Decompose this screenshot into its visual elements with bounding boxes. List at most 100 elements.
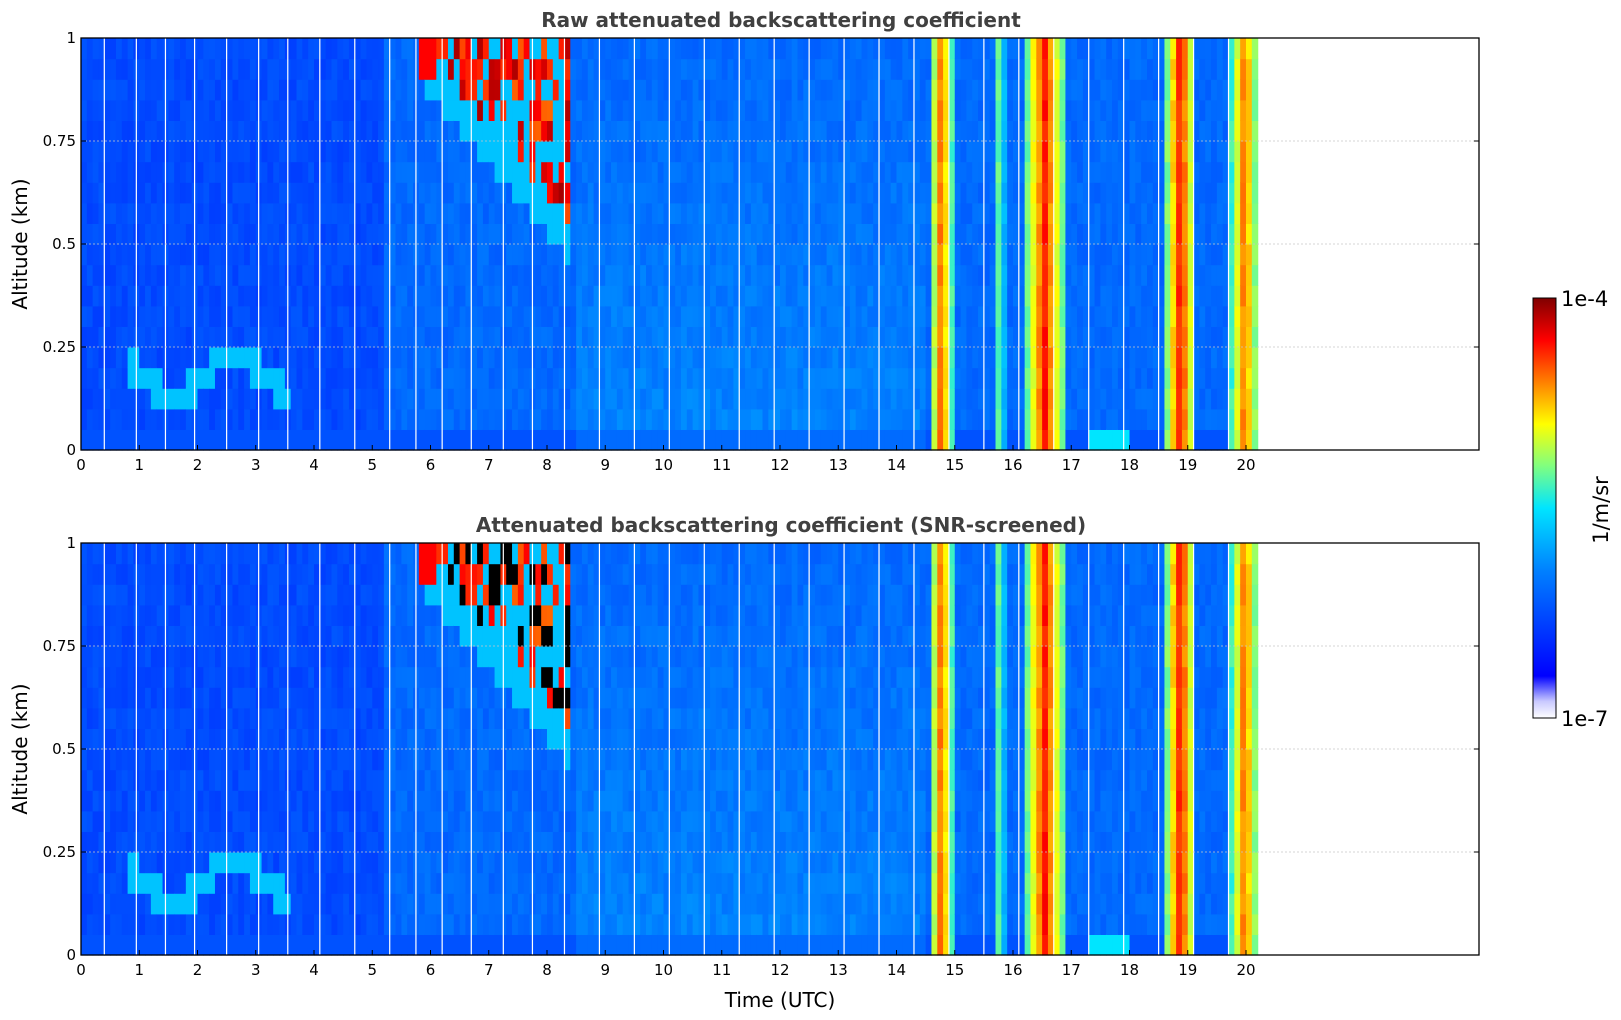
- heatmap-cell: [395, 367, 402, 389]
- heatmap-cell: [943, 367, 950, 389]
- heatmap-cell: [675, 408, 682, 430]
- heatmap-cell: [995, 285, 1002, 307]
- heatmap-cell: [261, 666, 268, 688]
- heatmap-cell: [692, 429, 700, 451]
- heatmap-cell: [121, 388, 129, 410]
- heatmap-cell: [115, 872, 123, 894]
- heatmap-cell: [442, 223, 449, 245]
- heatmap-cell: [1071, 120, 1078, 142]
- heatmap-cell: [1036, 182, 1043, 204]
- heatmap-cell: [104, 38, 111, 60]
- heatmap-cell: [698, 244, 705, 266]
- heatmap-cell: [110, 285, 117, 307]
- heatmap-cell: [273, 831, 280, 853]
- heatmap-cell: [972, 141, 979, 163]
- heatmap-cell: [81, 367, 88, 389]
- heatmap-cell: [797, 38, 804, 60]
- heatmap-cell: [86, 584, 94, 606]
- heatmap-cell: [92, 79, 100, 101]
- heatmap-cell: [156, 182, 164, 204]
- heatmap-cell: [838, 264, 845, 286]
- heatmap-cell: [110, 120, 117, 142]
- heatmap-cell: [517, 161, 525, 183]
- heatmap-cell: [774, 305, 781, 327]
- heatmap-cell: [855, 305, 863, 327]
- heatmap-cell: [1199, 408, 1206, 430]
- heatmap-cell: [180, 326, 187, 348]
- heatmap-cell: [354, 120, 362, 142]
- heatmap-cell: [1205, 38, 1212, 60]
- heatmap-cell: [1176, 202, 1183, 224]
- heatmap-cell: [686, 244, 694, 266]
- heatmap-cell: [110, 831, 117, 853]
- heatmap-cell: [185, 790, 193, 812]
- heatmap-cell: [459, 305, 467, 327]
- heatmap-cell: [750, 202, 758, 224]
- heatmap-cell: [244, 38, 251, 60]
- heatmap-cell: [331, 388, 338, 410]
- heatmap-cell: [261, 120, 268, 142]
- heatmap-cell: [844, 141, 851, 163]
- heatmap-cell: [453, 120, 461, 142]
- heatmap-cell: [232, 38, 239, 60]
- heatmap-cell: [226, 913, 234, 935]
- heatmap-cell: [727, 305, 734, 327]
- heatmap-cell: [226, 367, 234, 389]
- heatmap-cell: [1187, 79, 1195, 101]
- heatmap-cell: [943, 388, 950, 410]
- heatmap-cell: [232, 161, 239, 183]
- heatmap-cell: [279, 161, 286, 183]
- heatmap-cell: [197, 367, 204, 389]
- heatmap-cell: [558, 408, 566, 430]
- heatmap-cell: [1071, 182, 1078, 204]
- heatmap-cell: [232, 584, 239, 606]
- heatmap-cell: [1030, 182, 1037, 204]
- heatmap-cell: [587, 202, 595, 224]
- heatmap-cell: [115, 728, 123, 750]
- heatmap-cell: [127, 852, 135, 874]
- heatmap-cell: [640, 202, 647, 224]
- heatmap-cell: [715, 285, 723, 307]
- heatmap-cell: [401, 408, 408, 430]
- heatmap-cell: [1036, 388, 1043, 410]
- heatmap-cell: [1024, 182, 1032, 204]
- heatmap-cell: [244, 99, 251, 121]
- heatmap-cell: [104, 584, 111, 606]
- heatmap-cell: [488, 244, 496, 266]
- heatmap-cell: [372, 99, 379, 121]
- heatmap-cell: [698, 264, 705, 286]
- heatmap-cell: [762, 182, 769, 204]
- heatmap-cell: [809, 388, 816, 410]
- heatmap-cell: [214, 604, 222, 626]
- heatmap-cell: [616, 388, 624, 410]
- heatmap-cell: [826, 161, 834, 183]
- heatmap-cell: [290, 223, 298, 245]
- heatmap-cell: [273, 893, 280, 915]
- heatmap-cell: [762, 305, 769, 327]
- heatmap-cell: [115, 182, 123, 204]
- heatmap-cell: [826, 141, 834, 163]
- heatmap-cell: [430, 347, 437, 369]
- heatmap-cell: [104, 408, 111, 430]
- heatmap-cell: [867, 38, 874, 60]
- heatmap-cell: [523, 244, 531, 266]
- heatmap-cell: [1065, 79, 1072, 101]
- heatmap-cell: [314, 347, 321, 369]
- heatmap-cell: [832, 120, 839, 142]
- heatmap-cell: [570, 141, 577, 163]
- heatmap-cell: [948, 326, 956, 348]
- heatmap-cell: [273, 182, 280, 204]
- heatmap-cell: [267, 872, 274, 894]
- heatmap-cell: [902, 161, 909, 183]
- heatmap-cell: [896, 408, 903, 430]
- heatmap-cell: [855, 99, 863, 121]
- heatmap-cell: [879, 223, 886, 245]
- heatmap-cell: [896, 141, 903, 163]
- heatmap-cell: [98, 99, 105, 121]
- heatmap-cell: [989, 58, 997, 80]
- heatmap-cell: [331, 182, 338, 204]
- heatmap-cell: [92, 543, 100, 565]
- heatmap-cell: [1053, 429, 1061, 451]
- heatmap-cell: [803, 264, 810, 286]
- heatmap-cell: [354, 326, 362, 348]
